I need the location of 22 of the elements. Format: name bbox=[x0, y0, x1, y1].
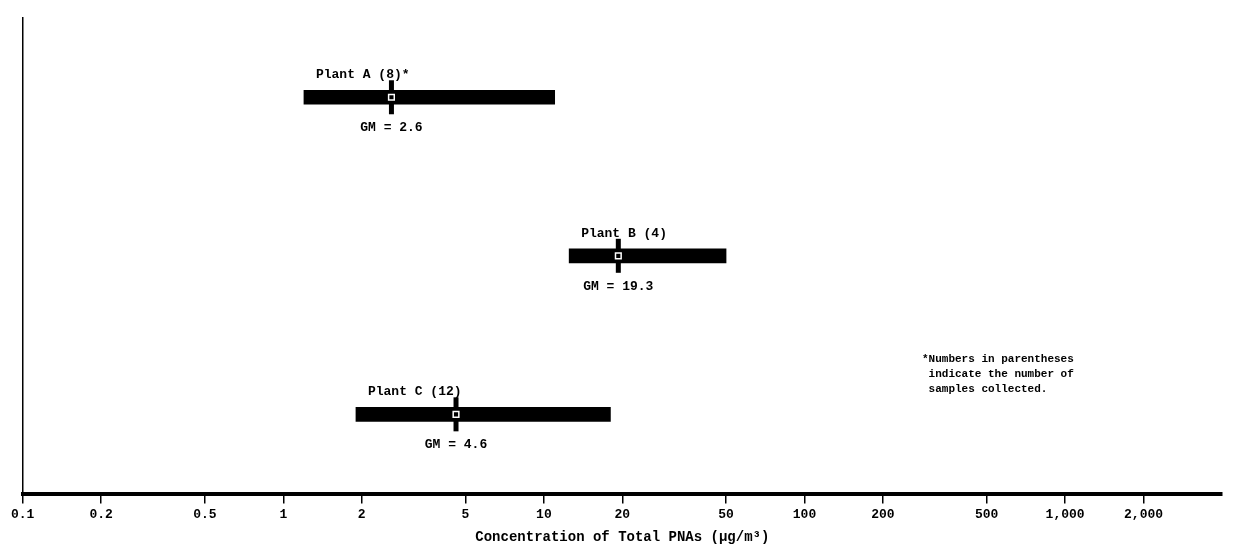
x-tick-label: 50 bbox=[718, 506, 735, 522]
y-tick-label: Plant B (4) bbox=[581, 225, 667, 241]
y-tick-label: Plant A (8)* bbox=[315, 67, 410, 83]
x-tick-label: 1 bbox=[279, 506, 288, 522]
y-tick-label: Plant C (12) bbox=[367, 384, 462, 400]
x-tick-label: 500 bbox=[974, 506, 999, 522]
x-tick-label: 2 bbox=[357, 506, 366, 522]
x-tick-label: 5 bbox=[461, 506, 470, 522]
data-label: GM = 2.6 bbox=[360, 120, 423, 136]
x-tick-label: 10 bbox=[536, 506, 552, 522]
x-tick-label: 2,000 bbox=[1124, 506, 1164, 522]
x-tick-label: 0.2 bbox=[89, 506, 114, 522]
x-tick-label: 200 bbox=[871, 506, 895, 522]
x-tick-label: 1,000 bbox=[1045, 506, 1085, 522]
x-tick-label: 20 bbox=[614, 506, 631, 522]
x-tick-label: 0.5 bbox=[193, 506, 217, 522]
data-label: GM = 4.6 bbox=[424, 437, 488, 453]
data-label: GM = 19.3 bbox=[583, 278, 654, 294]
x-tick-label: 0.1 bbox=[11, 506, 35, 522]
annotation: *Numbers in parentheses indicate the number of samples collected. bbox=[922, 352, 1075, 395]
x-tick-label: 100 bbox=[792, 506, 817, 522]
x-axis-title: Concentration of Total PNAs (μg/m³) bbox=[475, 529, 770, 546]
